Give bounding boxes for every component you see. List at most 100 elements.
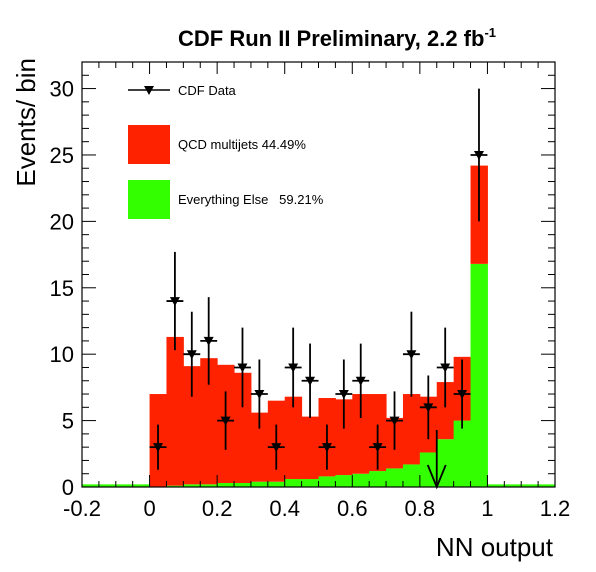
bar-qcd-multijets-6	[183, 366, 201, 485]
bar-everything-else-13	[301, 479, 319, 487]
bar-everything-else-0	[82, 484, 100, 487]
data-point-9	[301, 343, 319, 418]
y-tick-label-4: 20	[50, 209, 74, 234]
data-point-marker-4	[220, 416, 231, 426]
data-point-4	[217, 391, 235, 450]
data-point-marker-16	[423, 403, 434, 413]
bar-qcd-multijets-21	[436, 382, 455, 440]
bar-everything-else-24	[487, 484, 505, 487]
data-point-marker-17	[440, 363, 451, 373]
chart-title-superscript: -1	[484, 25, 496, 40]
legend-label-everything-else: Everything Else 59.21%	[178, 192, 324, 207]
data-point-marker-9	[305, 376, 316, 386]
y-tick-label-2: 10	[50, 342, 74, 367]
x-tick-labels: -0.2 0 0.2 0.4 0.6 0.8 1 1.2	[63, 496, 570, 521]
legend-everything-else-swatch	[128, 180, 170, 219]
bar-everything-else-18	[386, 468, 404, 487]
y-tick-label-5: 25	[50, 143, 74, 168]
bar-everything-else-5	[166, 485, 184, 487]
bar-qcd-multijets-13	[301, 416, 319, 480]
data-points	[149, 88, 488, 470]
bar-qcd-multijets-19	[402, 394, 421, 465]
data-point-1	[166, 251, 184, 351]
data-point-8	[284, 327, 302, 408]
bar-everything-else-3	[132, 484, 151, 487]
data-point-7	[267, 424, 285, 470]
x-tick-label-2: 0.2	[202, 496, 233, 521]
data-point-11	[335, 359, 353, 429]
bar-qcd-multijets-9	[234, 372, 252, 484]
axis-ticks	[81, 61, 556, 488]
x-tick-label-0: -0.2	[63, 496, 101, 521]
bar-everything-else-16	[352, 473, 370, 487]
data-point-0	[149, 424, 167, 470]
bar-qcd-multijets-12	[284, 396, 303, 480]
data-point-2	[183, 311, 201, 397]
bar-everything-else-17	[369, 471, 387, 487]
chart-title: CDF Run II Preliminary, 2.2 fb-1	[178, 25, 496, 51]
bar-everything-else-6	[183, 484, 201, 487]
bar-everything-else-27	[538, 484, 556, 487]
data-point-marker-3	[203, 336, 214, 346]
data-point-marker-1	[169, 297, 180, 307]
data-point-marker-14	[389, 416, 400, 426]
bar-everything-else-14	[318, 476, 336, 487]
data-point-marker-15	[406, 350, 417, 360]
bar-qcd-multijets-16	[352, 394, 370, 474]
bar-qcd-multijets-7	[200, 358, 218, 485]
x-axis-label: NN output	[436, 532, 554, 562]
x-tick-label-4: 0.6	[337, 496, 368, 521]
bar-everything-else-9	[234, 483, 252, 487]
data-point-marker-0	[153, 443, 164, 453]
chart-title-main: CDF Run II Preliminary, 2.2 fb	[178, 26, 484, 51]
legend: CDF Data QCD multijets 44.49% Everything E…	[128, 83, 324, 219]
bar-everything-else-7	[200, 484, 218, 487]
bar-everything-else-2	[115, 484, 134, 487]
legend-data-marker	[144, 86, 154, 95]
y-tick-label-6: 30	[50, 77, 74, 102]
data-point-19	[470, 88, 488, 222]
cut-arrow-head	[426, 464, 447, 490]
bar-everything-else-11	[267, 481, 286, 487]
y-axis-label: Events/ bin	[11, 58, 41, 187]
data-point-3	[200, 297, 218, 385]
data-point-marker-19	[473, 150, 484, 160]
y-tick-label-0: 0	[62, 475, 74, 500]
data-point-marker-13	[372, 443, 383, 453]
data-point-18	[453, 359, 471, 429]
bar-everything-else-8	[217, 483, 235, 487]
bar-qcd-multijets-5	[166, 336, 184, 486]
bar-everything-else-23	[470, 263, 488, 487]
data-point-marker-7	[271, 443, 282, 453]
data-point-marker-6	[254, 390, 265, 400]
data-point-15	[402, 311, 420, 397]
bar-qcd-multijets-15	[335, 399, 353, 476]
legend-qcd-swatch	[128, 125, 170, 164]
y-tick-labels: 0 5 10 15 20 25 30	[50, 77, 74, 500]
data-point-5	[234, 327, 251, 408]
bar-everything-else-22	[453, 420, 472, 487]
data-point-10	[318, 424, 336, 470]
legend-label-data: CDF Data	[178, 83, 237, 98]
data-point-6	[250, 359, 268, 429]
data-point-marker-8	[288, 363, 299, 373]
bar-everything-else-12	[284, 479, 303, 487]
data-point-marker-18	[457, 390, 468, 400]
cut-arrow	[426, 430, 447, 490]
x-tick-label-5: 0.8	[405, 496, 436, 521]
bar-everything-else-10	[250, 481, 269, 487]
bar-qcd-multijets-10	[250, 412, 269, 482]
data-point-14	[386, 391, 403, 450]
data-point-marker-12	[355, 376, 366, 386]
data-point-17	[436, 327, 454, 408]
data-point-marker-2	[186, 350, 197, 360]
x-tick-label-6: 1	[481, 496, 493, 521]
x-tick-label-3: 0.4	[269, 496, 300, 521]
x-tick-label-1: 0	[143, 496, 155, 521]
bar-everything-else-26	[521, 484, 539, 487]
data-point-13	[369, 424, 387, 470]
data-point-16	[419, 375, 437, 440]
data-point-marker-11	[338, 390, 349, 400]
data-point-marker-10	[321, 443, 332, 453]
